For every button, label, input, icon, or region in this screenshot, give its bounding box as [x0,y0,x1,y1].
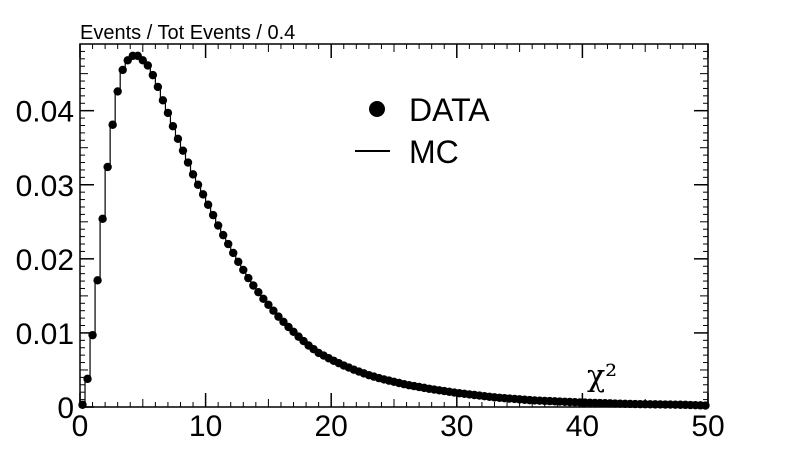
data-point [274,312,283,321]
x-axis-label: χ² [587,359,617,394]
minor-ticks [80,43,708,407]
y-tick-label: 0.03 [16,170,74,203]
data-point [83,374,92,384]
data-point [259,294,268,304]
data-point [213,221,223,230]
data-point [93,276,102,285]
data-point [244,273,253,283]
data-point [249,281,258,290]
data-point [254,287,263,297]
data-point [269,306,278,315]
data-point [118,65,127,75]
x-tick-label: 20 [315,410,348,443]
data-point [88,330,97,340]
x-tick-label: 50 [691,410,724,443]
data-point [203,200,213,209]
data-point [173,134,183,144]
data-point [229,248,238,258]
major-ticks [79,44,709,408]
data-point [193,180,203,189]
mc-histogram-line [79,55,708,407]
data-point [188,170,198,179]
x-tick-label: 10 [189,410,222,443]
data-point [264,300,273,309]
legend-data-marker [369,101,385,117]
tick-labels: 0 10 20 30 40 50 0 0.01 0.02 0.03 0.04 [16,96,725,443]
plot-frame [79,43,709,408]
x-tick-label: 30 [440,410,473,443]
data-point [158,96,168,105]
data-point [198,190,208,199]
plot-border [79,43,709,408]
y-tick-label: 0 [57,392,74,425]
data-point [98,214,107,224]
data-point [103,162,112,172]
x-tick-label: 0 [72,410,89,443]
data-point [218,230,228,240]
mc-step-line [79,55,708,407]
legend: DATA MC [355,92,490,170]
data-point [108,120,117,129]
data-point [183,158,193,167]
data-point [78,400,87,409]
data-point [239,265,248,275]
data-point [163,108,173,118]
data-point [138,56,147,65]
data-point [701,401,710,410]
data-point [168,122,178,131]
y-tick-label: 0.01 [16,318,74,351]
y-axis-label: Events / Tot Events / 0.4 [80,22,295,44]
data-point [153,82,163,92]
data-point [148,70,158,80]
data-point [143,61,153,70]
data-points [78,51,710,410]
data-point [208,210,218,220]
x-tick-label: 40 [566,410,599,443]
data-point [279,317,288,327]
data-point [178,146,188,155]
y-tick-label: 0.02 [16,244,74,277]
legend-data-label: DATA [409,92,490,128]
legend-mc-label: MC [409,134,459,170]
data-point [113,87,122,96]
y-tick-label: 0.04 [16,96,74,129]
data-point [234,257,243,266]
data-point [224,239,233,249]
